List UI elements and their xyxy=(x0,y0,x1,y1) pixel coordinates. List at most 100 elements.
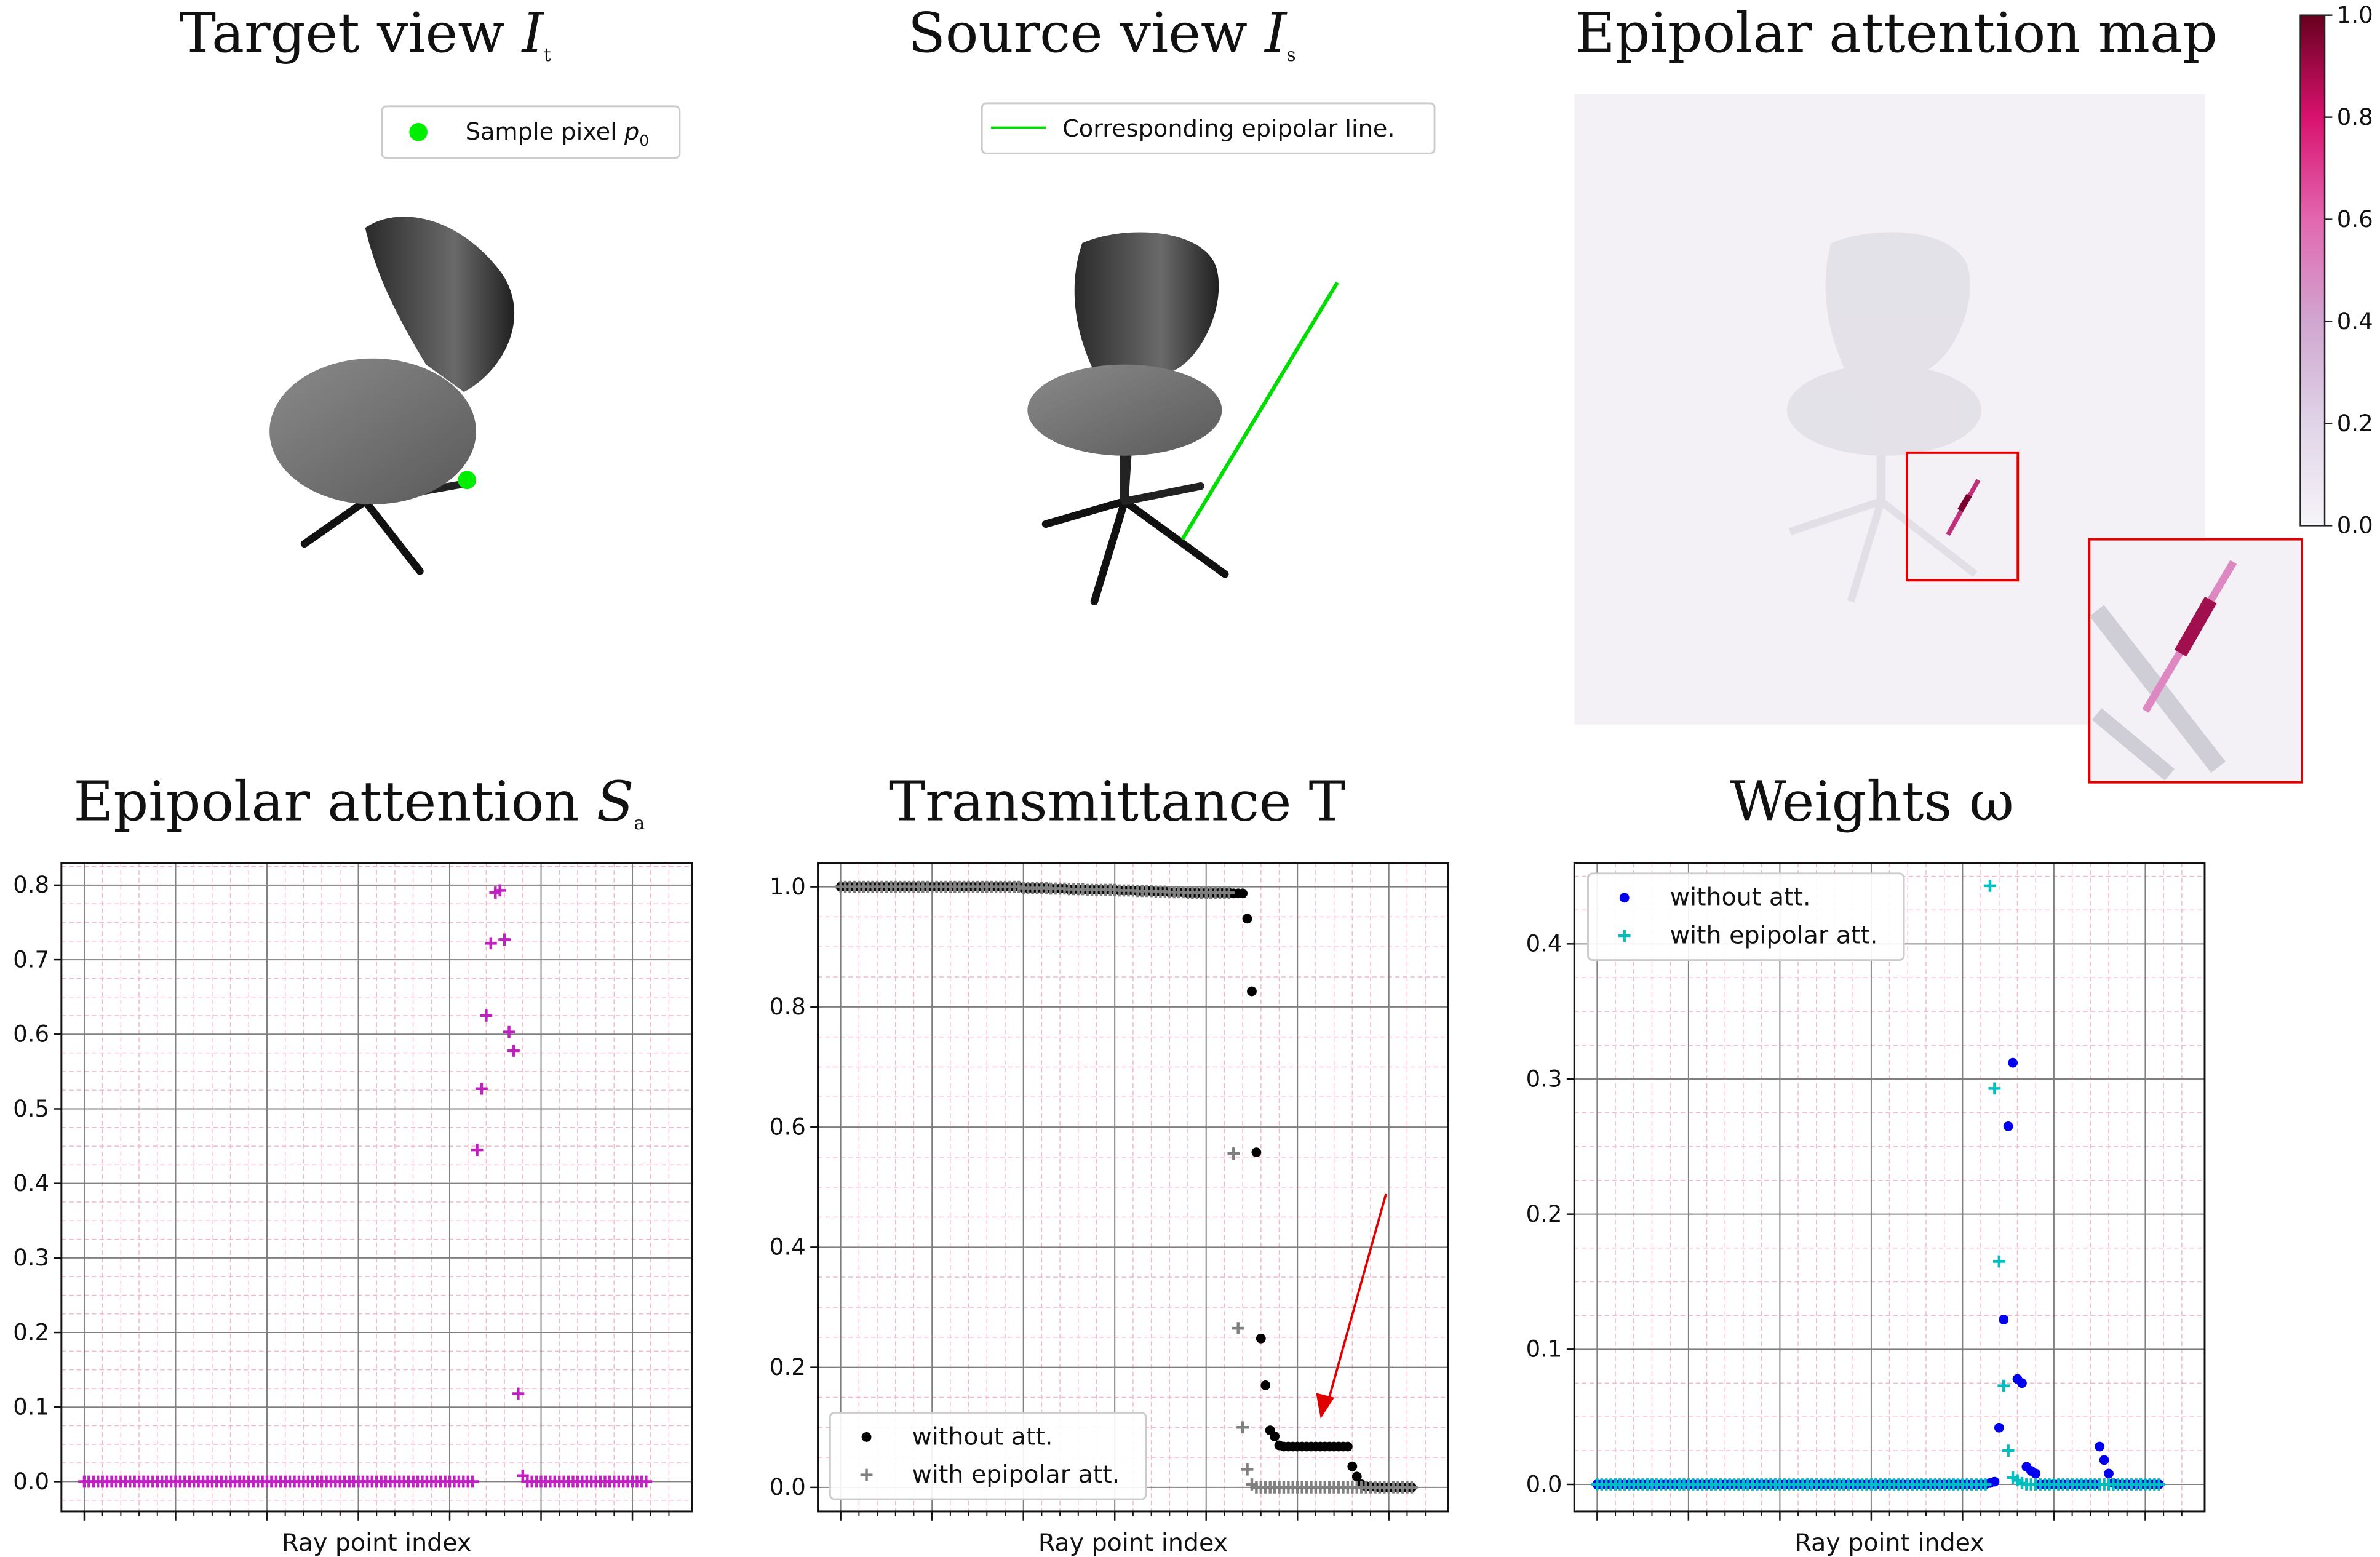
weights-chart: 0.0 0.1 0.2 0.3 0.4 Ray point index without at… xyxy=(1526,862,2206,1557)
data-point xyxy=(484,937,497,950)
y-tick-label: 0.0 xyxy=(13,1468,49,1495)
source-view-panel: Source view Is Corresponding epipolar li… xyxy=(908,1,1436,606)
annotation-arrow xyxy=(1325,1193,1387,1408)
legend-label: with epipolar att. xyxy=(1670,921,1878,949)
legend-label: without att. xyxy=(1670,883,1811,912)
data-point xyxy=(1232,1322,1244,1335)
attention-chart-title: Epipolar attention Sa xyxy=(73,769,645,834)
target-view-panel: Target view It Sample pixel p0 xyxy=(180,1,681,575)
data-point xyxy=(476,1082,488,1095)
x-axis-label: Ray point index xyxy=(1038,1529,1228,1557)
y-tick-label: 0.4 xyxy=(1526,931,1562,957)
weights-chart-title: Weights ω xyxy=(1730,769,2014,833)
legend-marker xyxy=(860,1468,873,1481)
colorbar-ticks: 0.0 0.2 0.4 0.6 0.8 1.0 xyxy=(2325,2,2373,539)
data-point xyxy=(1247,986,1257,997)
data-point xyxy=(2095,1441,2105,1452)
data-point xyxy=(2003,1121,2013,1131)
transmittance-chart: 0.0 0.2 0.4 0.6 0.8 1.0 Ray point index without… xyxy=(770,862,1449,1557)
data-point xyxy=(471,1144,484,1157)
data-point xyxy=(507,1045,520,1057)
attention-map-panel: Epipolar attention map 0.0 0.2 0.4 0.6 0.8 1.… xyxy=(1574,1,2373,784)
data-point xyxy=(1984,880,1996,892)
data-point xyxy=(1997,1379,2010,1392)
data-point xyxy=(1256,1333,1266,1344)
data-point xyxy=(2099,1455,2109,1465)
data-point xyxy=(1270,1431,1280,1441)
weights-chart-panel: Weights ω 0.0 0.1 0.2 0.3 0.4 Ray point index… xyxy=(1526,769,2206,1557)
data-point xyxy=(1979,1478,1992,1491)
y-tick-label: 0.0 xyxy=(1526,1471,1562,1497)
y-tick-label: 1.0 xyxy=(770,874,806,900)
y-tick-label: 0.8 xyxy=(13,872,49,898)
data-point xyxy=(1260,1380,1271,1390)
data-point xyxy=(480,1009,493,1022)
data-point xyxy=(1241,1463,1254,1476)
data-point xyxy=(640,1475,653,1488)
y-tick-label: 0.6 xyxy=(770,1113,806,1140)
data-point xyxy=(1347,1461,1358,1471)
legend-box xyxy=(829,1411,1147,1500)
y-tick-label: 0.7 xyxy=(13,946,49,973)
attention-chart: 0.0 0.1 0.2 0.3 0.4 0.5 0.6 0.7 0.8 Ray point ind… xyxy=(13,862,693,1557)
x-axis-label: Ray point index xyxy=(282,1529,471,1557)
data-point xyxy=(1238,888,1248,899)
y-tick-label: 0.4 xyxy=(13,1170,49,1197)
data-point xyxy=(2031,1468,2041,1479)
legend-marker xyxy=(1619,893,1630,903)
target-chair-image xyxy=(269,217,515,575)
attention-map-title: Epipolar attention map xyxy=(1575,1,2218,65)
y-tick-label: 0.6 xyxy=(13,1021,49,1048)
y-tick-label: 0.5 xyxy=(13,1096,49,1122)
colorbar-tick-label: 1.0 xyxy=(2337,2,2373,28)
attention-map-chair-ghost xyxy=(1786,232,1981,603)
data-point xyxy=(2152,1478,2165,1491)
data-point xyxy=(1351,1471,1362,1482)
attention-chart-panel: Epipolar attention Sa 0.0 0.1 0.2 0.3 0.4 0.5… xyxy=(13,769,693,1557)
data-point xyxy=(493,884,506,897)
sample-pixel-marker xyxy=(409,123,428,141)
epipolar-line xyxy=(1180,281,1339,541)
y-tick-label: 0.2 xyxy=(1526,1201,1562,1227)
y-tick-label: 0.3 xyxy=(1526,1065,1562,1092)
sample-pixel-legend: Sample pixel p0 xyxy=(381,105,681,159)
axes-frame xyxy=(1573,862,2206,1513)
axes-frame xyxy=(60,862,693,1513)
target-view-title: Target view It xyxy=(180,1,551,65)
data-point xyxy=(2017,1378,2027,1388)
data-point xyxy=(1227,1147,1240,1160)
y-tick-label: 0.1 xyxy=(13,1394,49,1420)
y-tick-label: 0.3 xyxy=(13,1244,49,1271)
data-point xyxy=(1994,1422,2004,1433)
legend-box xyxy=(1586,872,1905,962)
y-tick-label: 0.8 xyxy=(770,994,806,1020)
legend-label: with epipolar att. xyxy=(912,1460,1120,1489)
x-axis-label: Ray point index xyxy=(1795,1529,1984,1557)
data-point xyxy=(2104,1468,2114,1479)
colorbar-tick-label: 0.8 xyxy=(2337,104,2373,130)
data-point xyxy=(1343,1441,1353,1452)
transmittance-chart-panel: Transmittance T 0.0 0.2 0.4 0.6 0.8 1.0 Ray po… xyxy=(770,769,1449,1557)
y-tick-label: 0.2 xyxy=(13,1319,49,1345)
data-point xyxy=(466,1475,479,1488)
colorbar xyxy=(2299,14,2326,527)
y-tick-label: 0.0 xyxy=(770,1474,806,1500)
data-point xyxy=(1242,914,1252,924)
data-point xyxy=(498,933,511,946)
y-tick-label: 0.2 xyxy=(770,1354,806,1380)
sample-pixel-label: Sample pixel p0 xyxy=(466,118,649,149)
colorbar-tick-label: 0.6 xyxy=(2337,206,2373,233)
legend-marker xyxy=(1618,930,1631,942)
transmittance-chart-title: Transmittance T xyxy=(889,769,1345,833)
colorbar-tick-label: 0.2 xyxy=(2337,410,2373,437)
axes-frame xyxy=(817,862,1449,1513)
data-point xyxy=(1251,1147,1262,1158)
source-view-title: Source view Is xyxy=(908,1,1296,65)
zoom-source-box xyxy=(1906,451,2020,582)
data-point xyxy=(1999,1315,2009,1324)
data-point xyxy=(2002,1444,2015,1457)
epipolar-line-legend: Corresponding epipolar line. xyxy=(981,102,1436,154)
legend-marker xyxy=(861,1432,872,1442)
data-point xyxy=(1989,1476,2000,1487)
